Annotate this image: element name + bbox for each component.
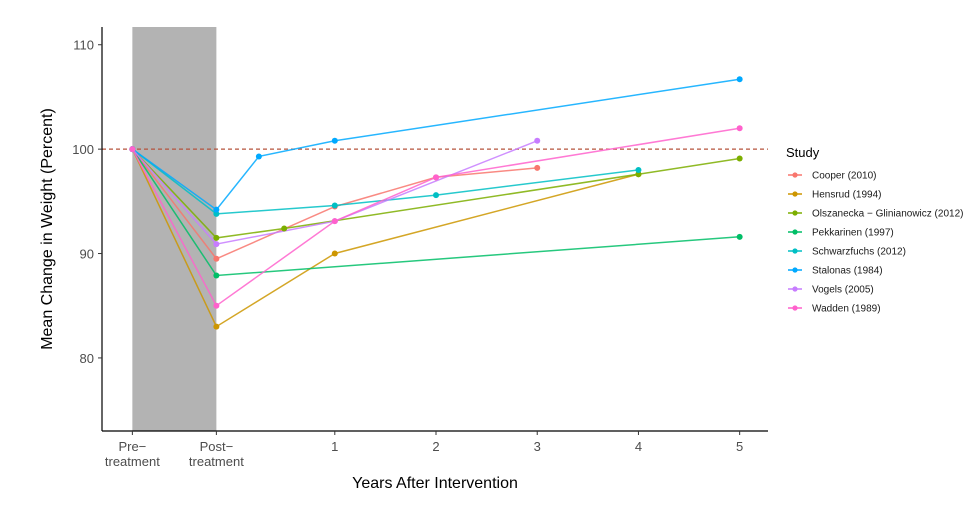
legend-swatch-point <box>792 172 798 178</box>
data-point <box>736 125 743 132</box>
y-tick-label: 90 <box>80 247 94 262</box>
legend-swatch-point <box>792 229 798 235</box>
legend-label: Stalonas (1984) <box>812 266 883 277</box>
data-point <box>635 171 642 178</box>
y-tick-label: 80 <box>80 351 94 366</box>
legend-swatch-point <box>792 191 798 197</box>
series-line-6 <box>131 140 538 245</box>
x-tick-label: 2 <box>432 439 439 454</box>
y-tick-label: 110 <box>73 38 94 53</box>
data-point <box>213 323 220 330</box>
data-point <box>331 202 338 209</box>
data-point <box>213 206 220 213</box>
data-point <box>736 76 743 83</box>
x-tick-label: Pre− <box>118 439 146 454</box>
legend-swatch-point <box>792 248 798 254</box>
x-tick-label: 3 <box>534 439 541 454</box>
legend-label: Olszanecka − Glinianowicz (2012) <box>812 209 963 220</box>
legend-title: Study <box>786 145 820 160</box>
legend-label: Schwarzfuchs (2012) <box>812 247 906 258</box>
legend-swatch-point <box>792 267 798 273</box>
data-point <box>534 137 541 144</box>
series-line-1 <box>131 148 639 328</box>
y-tick-label: 100 <box>72 142 94 157</box>
data-point <box>331 218 338 225</box>
data-point <box>213 255 220 262</box>
data-point <box>331 250 338 257</box>
data-point <box>255 153 262 160</box>
data-point <box>213 272 220 279</box>
legend-label: Pekkarinen (1997) <box>812 228 894 239</box>
y-axis-title: Mean Change in Weight (Percent) <box>39 108 56 350</box>
x-tick-label: 4 <box>635 439 642 454</box>
data-point <box>635 167 642 174</box>
data-point <box>736 233 743 240</box>
data-point <box>281 225 288 232</box>
x-tick-label: 5 <box>736 439 743 454</box>
legend-label: Vogels (2005) <box>812 285 874 296</box>
data-point <box>534 164 541 171</box>
legend-label: Cooper (2010) <box>812 171 876 182</box>
x-axis-title: Years After Intervention <box>352 475 518 492</box>
data-point <box>736 155 743 162</box>
legend: Study Cooper (2010) Hensrud (1994) Olszanec… <box>786 145 963 315</box>
data-point <box>213 302 220 309</box>
data-point <box>129 146 136 153</box>
data-point <box>213 210 220 217</box>
x-tick-label: treatment <box>105 454 160 469</box>
x-tick-label: Post− <box>200 439 234 454</box>
x-tick-label: treatment <box>189 454 244 469</box>
data-point <box>213 234 220 241</box>
data-point <box>433 174 440 181</box>
data-point <box>433 192 440 199</box>
legend-label: Hensrud (1994) <box>812 190 881 201</box>
legend-label: Wadden (1989) <box>812 304 881 315</box>
legend-swatch-point <box>792 210 798 216</box>
legend-swatch-point <box>792 305 798 311</box>
data-point <box>213 241 220 248</box>
legend-swatch-point <box>792 286 798 292</box>
x-tick-label: 1 <box>331 439 338 454</box>
data-point <box>331 137 338 144</box>
